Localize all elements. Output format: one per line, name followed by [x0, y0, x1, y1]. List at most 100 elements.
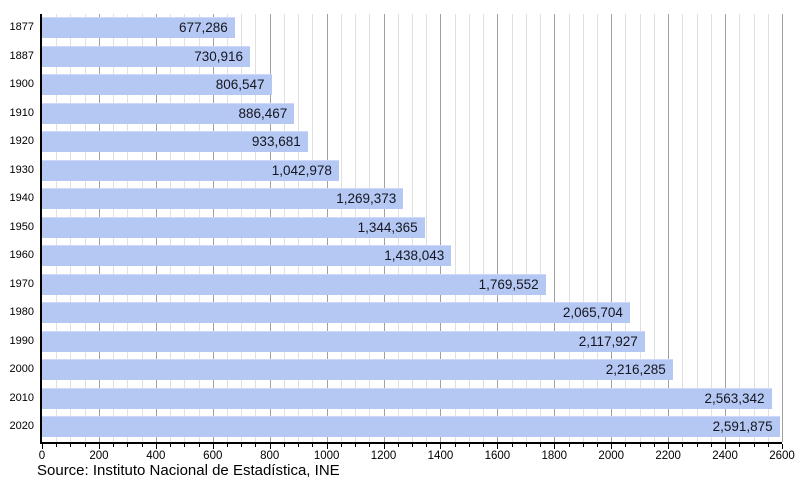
x-tick [554, 444, 556, 449]
x-tick [653, 444, 655, 447]
gridline [725, 14, 727, 442]
x-tick [84, 444, 86, 447]
bar-1970: 1,769,552 [42, 273, 546, 295]
x-tick-label: 1800 [541, 450, 568, 462]
bar-row: 2,117,927 [42, 328, 782, 357]
bar-value-label: 2,216,285 [605, 362, 666, 378]
x-tick [269, 444, 271, 449]
x-tick [255, 444, 257, 447]
bar-row: 1,269,373 [42, 185, 782, 214]
x-tick-label: 800 [260, 450, 280, 462]
x-tick [56, 444, 58, 447]
bar-series: 677,286 730,916 806,547 886,467 933,681 1,042… [42, 14, 782, 442]
gridline [440, 14, 442, 442]
gridline [582, 14, 584, 442]
x-tick [483, 444, 485, 447]
x-tick [312, 444, 314, 447]
x-tick [70, 444, 72, 447]
bar-row: 730,916 [42, 43, 782, 72]
x-tick-label: 2200 [655, 450, 681, 462]
gridline [597, 14, 598, 442]
x-tick [782, 444, 783, 449]
y-tick-label: 1990 [9, 334, 34, 347]
gridline [668, 14, 670, 442]
x-tick-label: 400 [146, 450, 166, 462]
gridline [568, 14, 570, 442]
x-tick [639, 444, 641, 447]
gridline [639, 14, 641, 442]
x-tick [582, 444, 584, 447]
x-tick [412, 444, 413, 447]
bar-value-label: 2,065,704 [562, 305, 623, 321]
x-tick [668, 444, 670, 449]
bar-row: 2,065,704 [42, 299, 782, 328]
plot-area: 677,286 730,916 806,547 886,467 933,681 1,042… [40, 14, 783, 444]
gridline [611, 14, 613, 442]
gridline [682, 14, 684, 442]
x-tick [141, 444, 143, 447]
x-tick [710, 444, 712, 447]
bar-row: 677,286 [42, 14, 782, 43]
gridline [483, 14, 485, 442]
bar-1920: 933,681 [42, 131, 308, 153]
gridline [767, 14, 769, 442]
x-tick [753, 444, 755, 447]
y-tick-label: 2020 [9, 420, 34, 433]
bar-value-label: 1,438,043 [384, 248, 445, 264]
bar-1940: 1,269,373 [42, 188, 404, 210]
bar-2020: 2,591,875 [42, 416, 780, 438]
x-tick-label: 1000 [313, 450, 340, 462]
bar-row: 806,547 [42, 71, 782, 100]
x-tick [497, 444, 499, 449]
bar-1950: 1,344,365 [42, 216, 425, 238]
x-tick [369, 444, 371, 447]
y-tick-label: 1930 [9, 163, 34, 176]
bar-1990: 2,117,927 [42, 330, 645, 352]
gridline [540, 14, 542, 442]
bar-1930: 1,042,978 [42, 159, 339, 181]
bar-2010: 2,563,342 [42, 387, 772, 409]
bar-row: 933,681 [42, 128, 782, 157]
x-tick-label: 1400 [427, 450, 454, 462]
x-tick-label: 0 [38, 450, 46, 462]
x-tick-label: 1600 [484, 450, 511, 462]
bar-1910: 886,467 [42, 102, 295, 124]
bar-1900: 806,547 [42, 74, 272, 96]
y-tick-label: 2000 [9, 363, 34, 376]
x-tick [127, 444, 129, 447]
gridline [511, 14, 513, 442]
bar-value-label: 677,286 [178, 20, 228, 35]
x-tick [739, 444, 741, 447]
x-tick [184, 444, 186, 447]
gridline [653, 14, 655, 442]
x-tick [326, 444, 328, 449]
source-caption: Source: Instituto Nacional de Estadístic… [37, 462, 340, 479]
bar-row: 2,563,342 [42, 385, 782, 414]
gridline [426, 14, 428, 442]
x-tick [42, 444, 43, 449]
x-tick [212, 444, 214, 449]
x-tick [98, 444, 100, 449]
x-tick [440, 444, 442, 449]
x-tick [511, 444, 513, 447]
bar-value-label: 730,916 [194, 48, 244, 64]
x-tick [170, 444, 172, 447]
x-tick [611, 444, 613, 449]
bar-2000: 2,216,285 [42, 359, 673, 381]
gridline [696, 14, 698, 442]
x-tick [525, 444, 527, 447]
gridline [525, 14, 527, 442]
x-tick-label: 600 [203, 450, 223, 462]
bar-value-label: 933,681 [251, 134, 301, 150]
y-tick-label: 1920 [9, 135, 34, 148]
x-tick [725, 444, 727, 449]
x-tick [397, 444, 399, 447]
gridline [554, 14, 556, 442]
gridline [710, 14, 712, 442]
gridline [454, 14, 456, 442]
x-tick [540, 444, 542, 447]
y-tick-label: 1950 [9, 220, 34, 233]
y-tick-label: 1980 [9, 306, 34, 319]
bar-row: 886,467 [42, 100, 782, 129]
x-tick [568, 444, 570, 447]
